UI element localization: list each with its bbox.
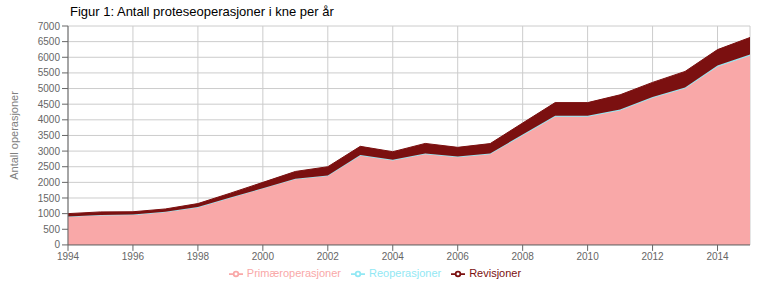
svg-text:1500: 1500 bbox=[38, 193, 61, 204]
svg-text:2500: 2500 bbox=[38, 161, 61, 172]
html-text:Reoperasjoner: Reoperasjoner bbox=[369, 266, 442, 279]
svg-text:7000: 7000 bbox=[38, 21, 61, 32]
svg-text:1996: 1996 bbox=[122, 251, 145, 262]
svg-text:0: 0 bbox=[54, 239, 60, 250]
svg-text:3000: 3000 bbox=[38, 146, 61, 157]
svg-text:6500: 6500 bbox=[38, 36, 61, 47]
svg-text:1000: 1000 bbox=[38, 208, 61, 219]
svg-text:1994: 1994 bbox=[57, 251, 80, 262]
svg-text:2012: 2012 bbox=[641, 251, 664, 262]
svg-text:2006: 2006 bbox=[447, 251, 470, 262]
svg-text:5000: 5000 bbox=[38, 83, 61, 94]
svg-text:2000: 2000 bbox=[38, 177, 61, 188]
html-text:Revisjoner: Revisjoner bbox=[469, 266, 522, 279]
svg-text:3500: 3500 bbox=[38, 130, 61, 141]
svg-text:Antall operasjoner: Antall operasjoner bbox=[8, 91, 20, 180]
svg-text:4000: 4000 bbox=[38, 114, 61, 125]
html-text:Primæroperasjoner: Primæroperasjoner bbox=[246, 266, 341, 279]
svg-text:2002: 2002 bbox=[317, 251, 340, 262]
svg-text:1998: 1998 bbox=[187, 251, 210, 262]
svg-text:500: 500 bbox=[43, 224, 60, 235]
svg-text:2014: 2014 bbox=[706, 251, 729, 262]
svg-text:2004: 2004 bbox=[382, 251, 405, 262]
svg-text:2000: 2000 bbox=[252, 251, 275, 262]
svg-text:2008: 2008 bbox=[512, 251, 535, 262]
svg-text:2010: 2010 bbox=[576, 251, 599, 262]
svg-text:6000: 6000 bbox=[38, 52, 61, 63]
svg-text:4500: 4500 bbox=[38, 99, 61, 110]
html-text:Figur 1: Antall proteseoperasj: Figur 1: Antall proteseoperasjoner i kne… bbox=[70, 4, 334, 19]
svg-text:5500: 5500 bbox=[38, 67, 61, 78]
